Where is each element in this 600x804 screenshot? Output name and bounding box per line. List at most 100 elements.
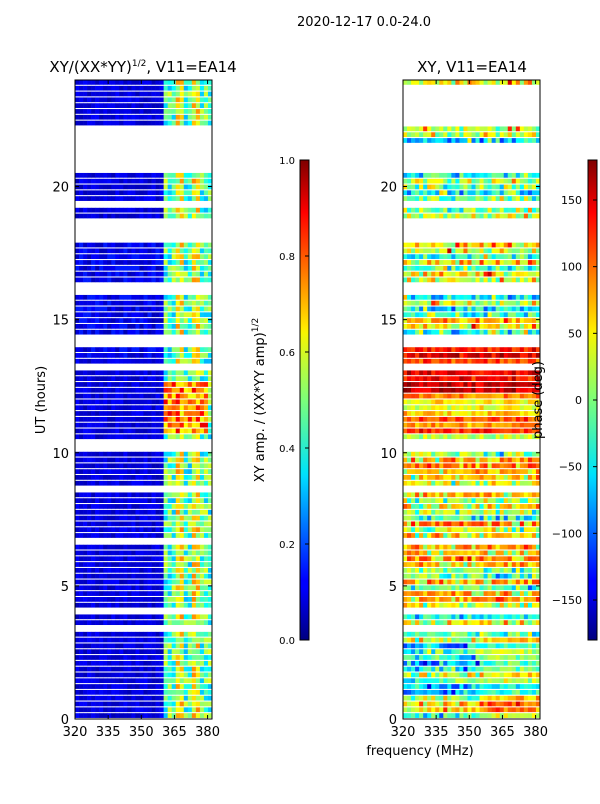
heatmap-cell	[75, 312, 79, 317]
heatmap-cell	[107, 312, 111, 317]
heatmap-cell	[135, 347, 139, 352]
heatmap-cell	[447, 278, 451, 283]
heatmap-cell	[204, 510, 208, 515]
heatmap-cell	[127, 545, 131, 550]
heatmap-cell	[184, 702, 188, 707]
heatmap-cell	[148, 359, 152, 364]
heatmap-cell	[131, 492, 135, 497]
heatmap-cell	[139, 370, 143, 375]
heatmap-cell	[127, 417, 131, 422]
heatmap-cell	[476, 452, 480, 457]
heatmap-cell	[152, 434, 156, 439]
heatmap-cell	[115, 568, 119, 573]
heatmap-cell	[415, 278, 419, 283]
heatmap-cell	[99, 243, 103, 248]
heatmap-cell	[184, 568, 188, 573]
heatmap-cell	[176, 643, 180, 648]
heatmap-cell	[180, 388, 184, 393]
heatmap-cell	[75, 545, 79, 550]
heatmap-cell	[168, 562, 172, 567]
heatmap-cell	[164, 574, 168, 579]
heatmap-cell	[79, 702, 83, 707]
heatmap-cell	[115, 307, 119, 312]
heatmap-cell	[480, 434, 484, 439]
heatmap-cell	[512, 400, 516, 405]
heatmap-cell	[119, 673, 123, 678]
heatmap-cell	[83, 585, 87, 590]
heatmap-cell	[99, 330, 103, 335]
heatmap-cell	[131, 475, 135, 480]
heatmap-cell	[439, 568, 443, 573]
heatmap-cell	[99, 405, 103, 410]
heatmap-cell	[156, 80, 160, 85]
heatmap-cell	[135, 521, 139, 526]
heatmap-cell	[99, 678, 103, 683]
heatmap-cell	[419, 272, 423, 277]
heatmap-cell	[103, 411, 107, 416]
heatmap-cell	[184, 533, 188, 538]
heatmap-cell	[467, 469, 471, 474]
heatmap-cell	[123, 510, 127, 515]
heatmap-cell	[476, 208, 480, 213]
heatmap-cell	[107, 603, 111, 608]
heatmap-cell	[152, 429, 156, 434]
heatmap-cell	[204, 330, 208, 335]
heatmap-cell	[99, 260, 103, 265]
heatmap-cell	[419, 301, 423, 306]
heatmap-cell	[415, 272, 419, 277]
heatmap-cell	[476, 504, 480, 509]
heatmap-cell	[160, 400, 164, 405]
heatmap-cell	[443, 179, 447, 184]
heatmap-cell	[439, 562, 443, 567]
heatmap-cell	[431, 429, 435, 434]
heatmap-cell	[79, 655, 83, 660]
heatmap-cell	[119, 307, 123, 312]
heatmap-cell	[204, 463, 208, 468]
heatmap-cell	[156, 585, 160, 590]
heatmap-cell	[427, 504, 431, 509]
heatmap-cell	[139, 429, 143, 434]
heatmap-cell	[176, 591, 180, 596]
heatmap-cell	[75, 434, 79, 439]
heatmap-cell	[407, 272, 411, 277]
heatmap-cell	[488, 527, 492, 532]
heatmap-cell	[107, 388, 111, 393]
heatmap-cell	[451, 138, 455, 143]
heatmap-cell	[152, 632, 156, 637]
heatmap-cell	[455, 243, 459, 248]
heatmap-cell	[532, 545, 536, 550]
heatmap-cell	[508, 359, 512, 364]
heatmap-cell	[115, 614, 119, 619]
heatmap-cell	[407, 359, 411, 364]
heatmap-cell	[168, 568, 172, 573]
heatmap-cell	[111, 312, 115, 317]
heatmap-cell	[455, 475, 459, 480]
heatmap-cell	[180, 347, 184, 352]
heatmap-cell	[148, 411, 152, 416]
heatmap-cell	[176, 551, 180, 556]
heatmap-cell	[484, 324, 488, 329]
heatmap-cell	[467, 545, 471, 550]
heatmap-cell	[435, 411, 439, 416]
heatmap-cell	[524, 521, 528, 526]
heatmap-cell	[508, 295, 512, 300]
heatmap-cell	[152, 458, 156, 463]
heatmap-cell	[403, 510, 407, 515]
heatmap-cell	[83, 208, 87, 213]
heatmap-cell	[160, 370, 164, 375]
heatmap-cell	[156, 347, 160, 352]
heatmap-cell	[103, 643, 107, 648]
colorbar-tick-label: 0.6	[279, 348, 295, 359]
heatmap-cell	[403, 312, 407, 317]
heatmap-cell	[103, 463, 107, 468]
heatmap-cell	[103, 562, 107, 567]
heatmap-cell	[75, 179, 79, 184]
heatmap-cell	[144, 690, 148, 695]
heatmap-cell	[99, 214, 103, 219]
heatmap-cell	[427, 481, 431, 486]
heatmap-cell	[204, 556, 208, 561]
heatmap-cell	[79, 92, 83, 97]
heatmap-cell	[180, 510, 184, 515]
heatmap-cell	[135, 551, 139, 556]
heatmap-cell	[524, 208, 528, 213]
